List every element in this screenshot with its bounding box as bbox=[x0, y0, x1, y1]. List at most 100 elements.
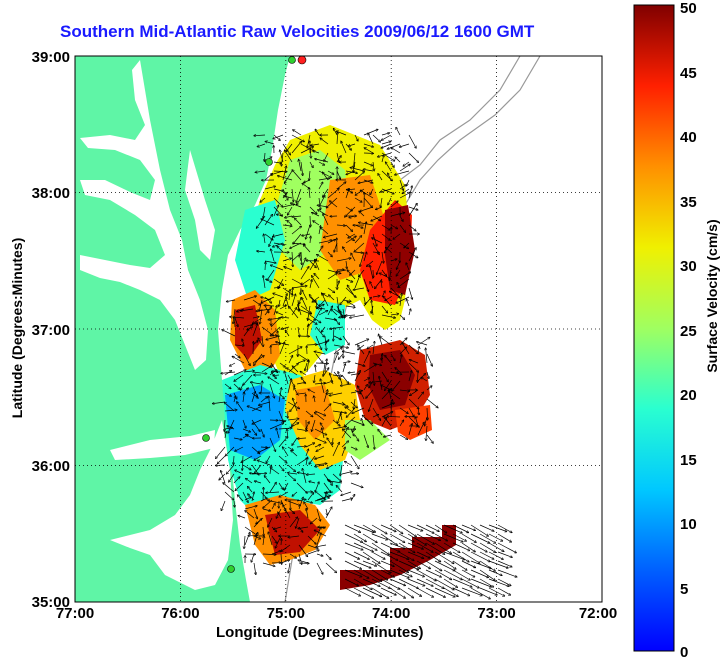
velocity-arrow bbox=[384, 434, 392, 437]
velocity-arrow bbox=[345, 189, 349, 199]
x-tick-label: 76:00 bbox=[161, 605, 199, 622]
velocity-arrow bbox=[281, 539, 282, 546]
bathymetry-contour-outer bbox=[394, 56, 541, 241]
velocity-arrow bbox=[261, 362, 271, 367]
velocity-arrow bbox=[388, 197, 392, 205]
velocity-arrow bbox=[257, 215, 266, 228]
velocity-arrow bbox=[264, 307, 272, 316]
velocity-arrow bbox=[470, 542, 487, 552]
velocity-arrow bbox=[312, 276, 320, 289]
velocity-arrow bbox=[396, 269, 401, 276]
velocity-arrow bbox=[452, 578, 472, 587]
velocity-arrow bbox=[345, 236, 356, 244]
velocity-arrow bbox=[399, 338, 407, 346]
velocity-arrow bbox=[264, 233, 273, 240]
velocity-arrow bbox=[377, 260, 383, 274]
velocity-arrow bbox=[363, 169, 374, 172]
velocity-arrow bbox=[387, 143, 401, 149]
velocity-arrow bbox=[279, 305, 286, 310]
velocity-arrow bbox=[345, 206, 356, 217]
x-tick-label: 72:00 bbox=[579, 605, 617, 622]
velocity-arrow bbox=[371, 551, 385, 559]
velocity-arrow bbox=[344, 533, 363, 542]
velocity-arrow bbox=[288, 356, 293, 364]
velocity-arrow bbox=[260, 197, 266, 202]
colorbar-tick-label: 25 bbox=[680, 323, 697, 340]
velocity-arrow bbox=[410, 389, 419, 395]
colorbar-tick-label: 0 bbox=[680, 644, 688, 659]
velocity-arrow bbox=[302, 298, 308, 310]
velocity-arrow bbox=[273, 134, 280, 140]
velocity-arrow bbox=[426, 386, 432, 391]
velocity-arrow bbox=[299, 296, 302, 304]
velocity-arrow bbox=[244, 506, 257, 510]
velocity-arrow bbox=[381, 224, 390, 230]
velocity-arrow bbox=[341, 374, 349, 383]
velocity-arrow bbox=[443, 569, 462, 580]
velocity-arrow bbox=[333, 437, 334, 444]
velocity-arrow bbox=[426, 353, 432, 366]
velocity-arrow bbox=[253, 508, 257, 519]
colorbar-tick-label: 40 bbox=[680, 129, 697, 146]
velocity-arrow bbox=[314, 498, 325, 502]
velocity-arrow bbox=[399, 272, 410, 280]
velocity-arrow bbox=[323, 214, 329, 226]
velocity-arrow bbox=[250, 473, 262, 474]
velocity-arrow bbox=[344, 560, 361, 569]
velocity-arrow bbox=[497, 569, 517, 577]
velocity-arrow bbox=[316, 446, 325, 451]
velocity-arrow bbox=[264, 278, 272, 282]
velocity-arrow bbox=[254, 464, 262, 473]
velocity-arrow bbox=[302, 290, 308, 301]
velocity-arrow bbox=[309, 170, 310, 180]
velocity-arrow bbox=[479, 551, 494, 559]
velocity-arrow bbox=[341, 498, 352, 502]
velocity-arrow bbox=[324, 152, 329, 161]
velocity-arrow bbox=[297, 438, 307, 439]
velocity-arrow bbox=[313, 151, 320, 154]
velocity-arrow bbox=[398, 542, 415, 553]
velocity-arrow bbox=[372, 233, 377, 246]
velocity-arrow bbox=[350, 168, 365, 172]
velocity-arrow bbox=[316, 527, 321, 537]
velocity-arrow bbox=[291, 226, 301, 235]
velocity-arrow bbox=[363, 252, 367, 262]
velocity-arrow bbox=[288, 347, 302, 355]
velocity-arrow bbox=[386, 162, 392, 172]
velocity-arrows bbox=[213, 128, 517, 599]
velocity-arrow bbox=[281, 317, 290, 318]
velocity-arrow bbox=[270, 336, 277, 337]
velocity-arrow bbox=[461, 542, 475, 552]
velocity-arrow bbox=[262, 335, 263, 347]
velocity-arrow bbox=[270, 344, 280, 345]
velocity-arrow bbox=[278, 437, 287, 448]
velocity-arrow bbox=[324, 340, 329, 346]
velocity-arrow bbox=[399, 407, 408, 413]
velocity-arrow bbox=[273, 375, 280, 376]
velocity-arrow bbox=[497, 551, 512, 557]
colorbar-tick-label: 20 bbox=[680, 387, 697, 404]
velocity-arrow bbox=[341, 413, 343, 421]
velocity-arrow bbox=[323, 404, 331, 412]
velocity-arrow bbox=[293, 130, 302, 136]
y-tick-label: 38:00 bbox=[32, 185, 70, 202]
velocity-arrow bbox=[488, 551, 503, 559]
velocity-arrow bbox=[267, 269, 275, 280]
velocity-arrow bbox=[353, 578, 372, 590]
velocity-arrow bbox=[284, 371, 289, 385]
velocity-arrow bbox=[235, 482, 244, 491]
velocity-arrow bbox=[269, 423, 283, 430]
velocity-arrow bbox=[344, 578, 358, 586]
velocity-arrow bbox=[263, 536, 264, 546]
velocity-arrow bbox=[261, 365, 273, 373]
velocity-arrow bbox=[320, 379, 325, 394]
velocity-arrow bbox=[316, 544, 327, 547]
velocity-arrow bbox=[234, 353, 240, 358]
velocity-arrow bbox=[266, 455, 271, 463]
velocity-arrow bbox=[348, 372, 356, 373]
velocity-arrow bbox=[260, 498, 267, 502]
velocity-arrow bbox=[310, 215, 311, 227]
velocity-arrow bbox=[320, 138, 329, 145]
velocity-arrow bbox=[251, 392, 255, 403]
velocity-arrow bbox=[358, 386, 365, 400]
